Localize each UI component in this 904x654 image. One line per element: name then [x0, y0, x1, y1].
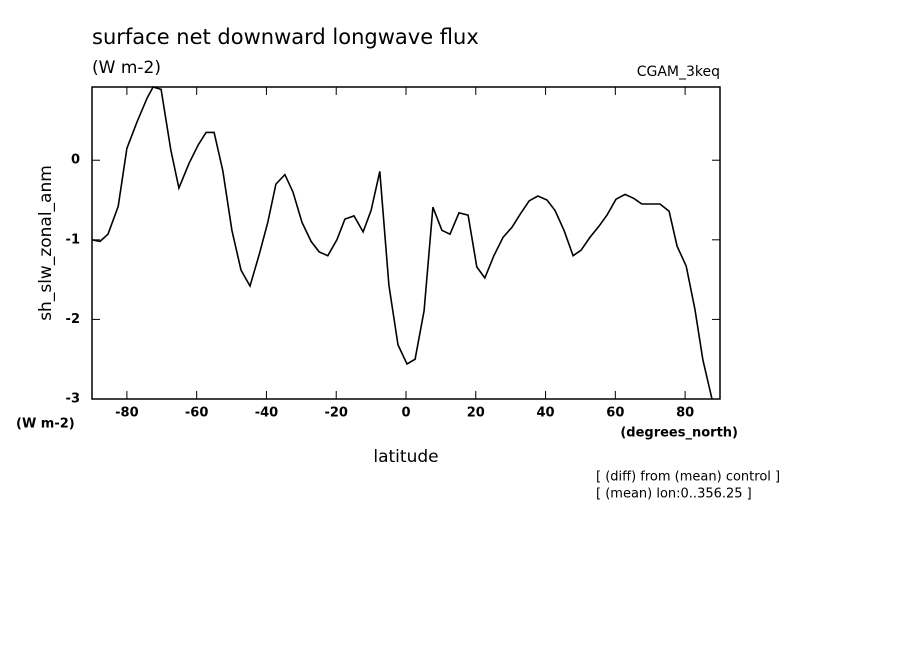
x-tick-label: 20: [467, 406, 485, 421]
data-line: [91, 86, 713, 400]
chart-subtitle: (W m-2): [92, 58, 161, 78]
note: [ (diff) from (mean) control ]: [596, 470, 780, 485]
x-tick-label: -60: [185, 406, 209, 421]
y-tick-label: -2: [66, 312, 80, 327]
x-tick-label: 80: [676, 406, 694, 421]
plot-frame: [91, 86, 721, 400]
x-tick-label: 0: [401, 406, 410, 421]
y-tick-label: -3: [66, 392, 80, 407]
x-tick-label: 40: [537, 406, 555, 421]
y-units: (W m-2): [16, 417, 75, 432]
chart-title: surface net downward longwave flux: [92, 25, 479, 49]
note: [ (mean) lon:0..356.25 ]: [596, 487, 752, 502]
x-tick-label: -40: [255, 406, 279, 421]
x-axis-label: latitude: [373, 447, 438, 467]
x-tick-label: -80: [115, 406, 139, 421]
y-axis-label: sh_slw_zonal_anm: [36, 165, 56, 321]
y-tick-label: 0: [71, 153, 80, 168]
x-tick-label: -20: [324, 406, 348, 421]
x-tick-label: 60: [606, 406, 624, 421]
x-units: (degrees_north): [620, 426, 738, 441]
y-tick-label: -1: [66, 232, 80, 247]
dataset-label: CGAM_3keq: [637, 64, 720, 80]
